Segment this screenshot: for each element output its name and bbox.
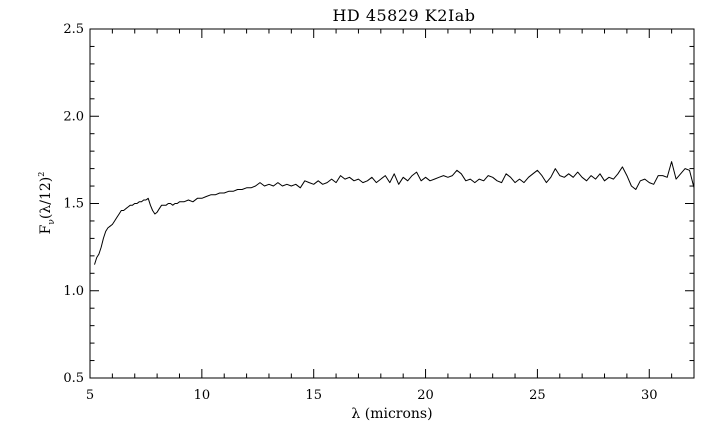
y-tick-label: 0.5	[63, 371, 84, 386]
y-tick-label: 2.0	[63, 109, 84, 124]
y-axis-label-main: F	[38, 224, 54, 234]
y-tick-label: 2.5	[63, 22, 84, 37]
chart-title: HD 45829 K2Iab	[332, 6, 475, 25]
y-axis-label: Fν(λ/12)2	[37, 172, 57, 235]
x-tick-label: 30	[641, 388, 658, 403]
x-tick-label: 15	[305, 388, 322, 403]
series-layer	[94, 161, 695, 265]
x-tick-label: 5	[86, 388, 94, 403]
y-axis-label-superscript: 2	[37, 172, 46, 177]
x-axis-label: λ (microns)	[351, 406, 432, 422]
tick-labels: 5 10 15 20 25 30 0.5 1.0 1.5 2.0 2.5	[63, 22, 657, 403]
y-axis-label-mid: (λ/12)	[38, 177, 54, 219]
y-tick-label: 1.5	[63, 197, 84, 212]
x-tick-label: 25	[529, 388, 546, 403]
y-tick-label: 1.0	[63, 284, 84, 299]
x-tick-label: 10	[194, 388, 211, 403]
y-axis-label-subscript: ν	[47, 219, 57, 224]
spectrum-line	[94, 161, 695, 265]
x-tick-label: 20	[417, 388, 434, 403]
axis-ticks	[89, 28, 695, 379]
plot-frame	[89, 28, 695, 379]
